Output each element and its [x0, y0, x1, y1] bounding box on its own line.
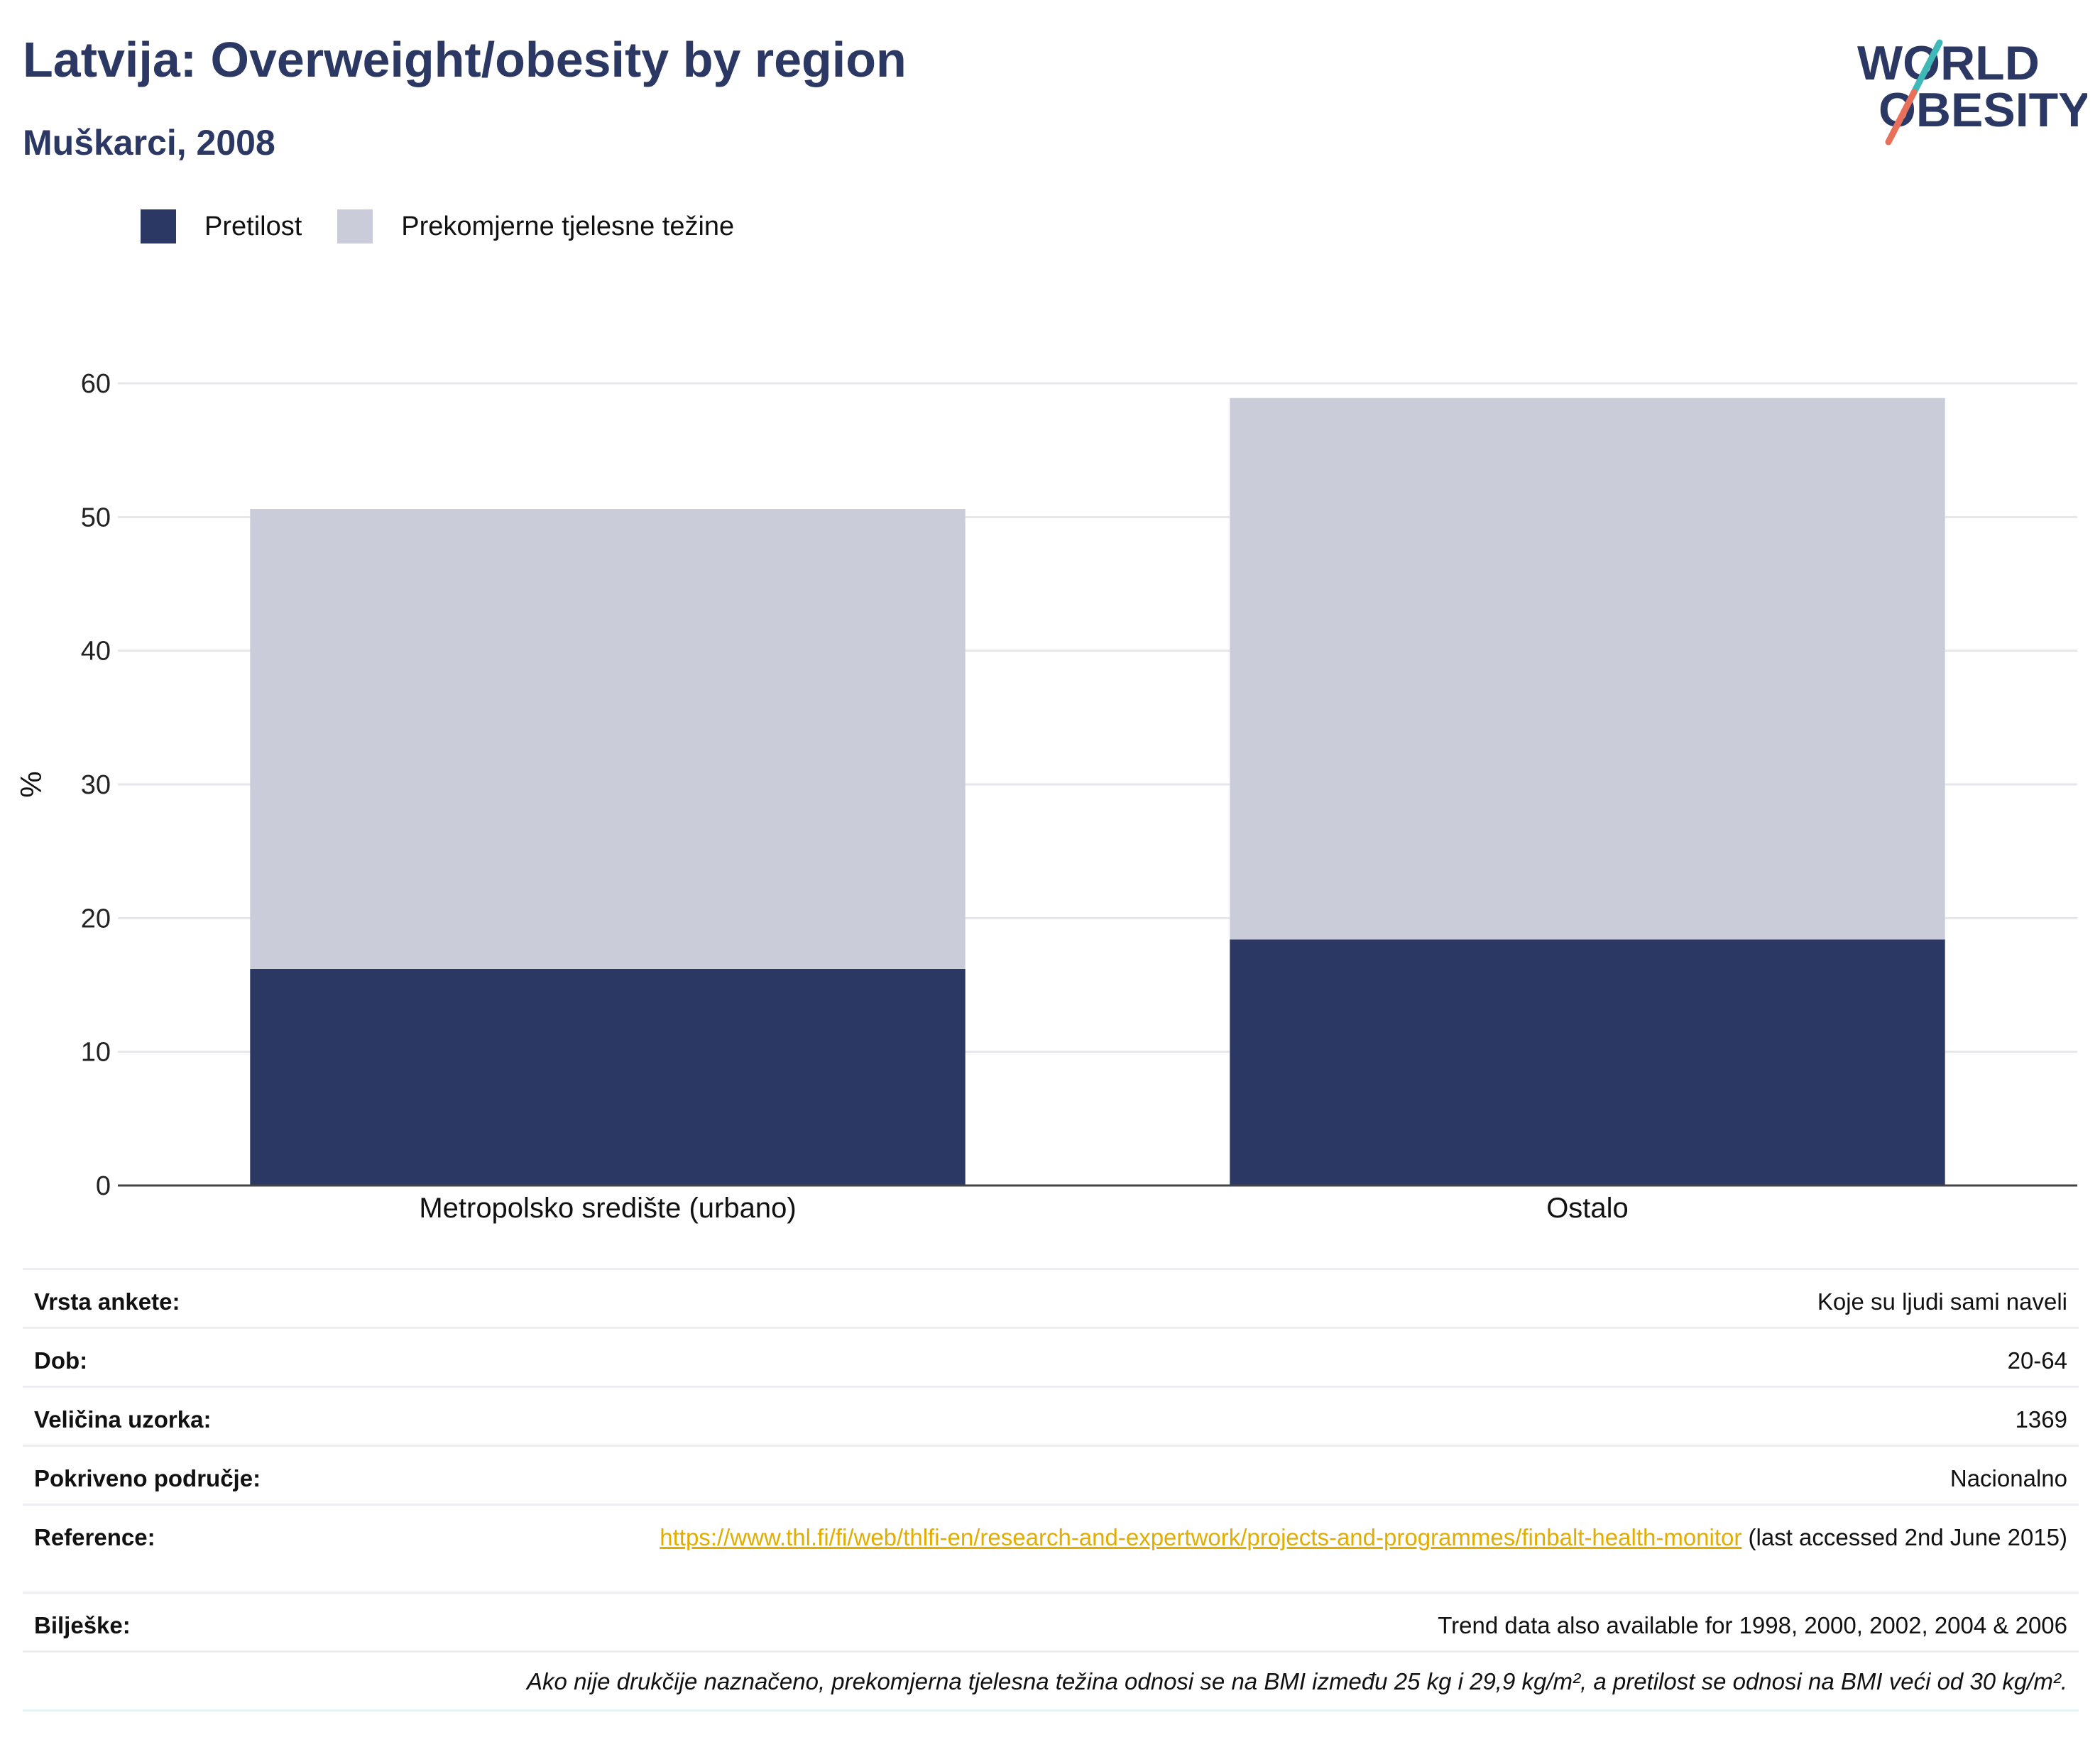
y-tick-label: 40	[81, 637, 111, 667]
y-tick-label: 0	[96, 1171, 111, 1201]
meta-row-age: Dob: 20-64	[23, 1327, 2079, 1386]
y-tick-label: 20	[81, 904, 111, 933]
meta-row-survey-type: Vrsta ankete: Koje su ljudi sami naveli	[23, 1268, 2079, 1327]
y-tick-label: 10	[81, 1038, 111, 1068]
y-tick-label: 50	[81, 503, 111, 532]
meta-value-reference: https://www.thl.fi/fi/web/thlfi-en/resea…	[660, 1524, 2067, 1551]
meta-row-sample-size: Veličina uzorka: 1369	[23, 1386, 2079, 1445]
bar-segment[interactable]	[250, 968, 966, 1185]
legend-swatch-obesity	[141, 209, 176, 243]
logo-slash-coral	[1885, 89, 1918, 146]
x-tick-label: Metropolsko središte (urbano)	[419, 1193, 796, 1224]
definition-footnote: Ako nije drukčije naznačeno, prekomjerna…	[23, 1650, 2079, 1712]
bar-segment[interactable]	[1230, 939, 1945, 1185]
legend-label-overweight: Prekomjerne tjelesne težine	[401, 211, 735, 241]
meta-row-area: Pokriveno područje: Nacionalno	[23, 1445, 2079, 1504]
world-obesity-logo: WORLD OBESITY	[1857, 36, 2087, 146]
meta-label-survey-type: Vrsta ankete:	[34, 1288, 180, 1315]
meta-label-area: Pokriveno područje:	[34, 1465, 261, 1491]
y-axis-label: %	[14, 771, 48, 797]
reference-link[interactable]: https://www.thl.fi/fi/web/thlfi-en/resea…	[660, 1524, 1742, 1550]
meta-value-area: Nacionalno	[1949, 1465, 2067, 1491]
meta-value-sample-size: 1369	[2015, 1406, 2067, 1433]
meta-value-notes: Trend data also available for 1998, 2000…	[1438, 1612, 2067, 1638]
legend-item-obesity[interactable]: Pretilost	[141, 209, 302, 243]
meta-label-sample-size: Veličina uzorka:	[34, 1406, 212, 1433]
meta-row-reference: Reference: https://www.thl.fi/fi/web/thl…	[23, 1504, 2079, 1592]
x-tick-label: Ostalo	[1546, 1193, 1629, 1224]
legend-item-overweight[interactable]: Prekomjerne tjelesne težine	[337, 209, 734, 243]
y-tick-label: 30	[81, 770, 111, 800]
logo-text-world: WORLD	[1857, 36, 2040, 90]
survey-metadata: Vrsta ankete: Koje su ljudi sami naveli …	[23, 1268, 2079, 1712]
logo-slash-teal	[1910, 39, 1943, 96]
legend-label-obesity: Pretilost	[204, 211, 302, 241]
chart-legend: Pretilost Prekomjerne tjelesne težine	[141, 209, 770, 243]
legend-swatch-overweight	[337, 209, 373, 243]
meta-value-survey-type: Koje su ljudi sami naveli	[1817, 1288, 2067, 1315]
meta-label-age: Dob:	[34, 1347, 88, 1374]
bar-segment[interactable]	[1230, 398, 1945, 940]
logo-text-obesity: OBESITY	[1878, 83, 2087, 137]
y-tick-label: 60	[81, 369, 111, 399]
meta-value-age: 20-64	[2007, 1347, 2067, 1374]
chart-subtitle: Muškarci, 2008	[23, 123, 275, 163]
meta-label-reference: Reference:	[34, 1524, 155, 1550]
meta-label-notes: Bilješke:	[34, 1612, 131, 1638]
reference-suffix: (last accessed 2nd June 2015)	[1741, 1524, 2067, 1550]
chart-title: Latvija: Overweight/obesity by region	[23, 32, 907, 87]
meta-row-notes: Bilješke: Trend data also available for …	[23, 1592, 2079, 1650]
stacked-bar-chart: 0 10 20 30 40 50 60 Metropolsko središte (urban…	[14, 369, 2077, 1224]
bar-segment[interactable]	[250, 509, 966, 969]
